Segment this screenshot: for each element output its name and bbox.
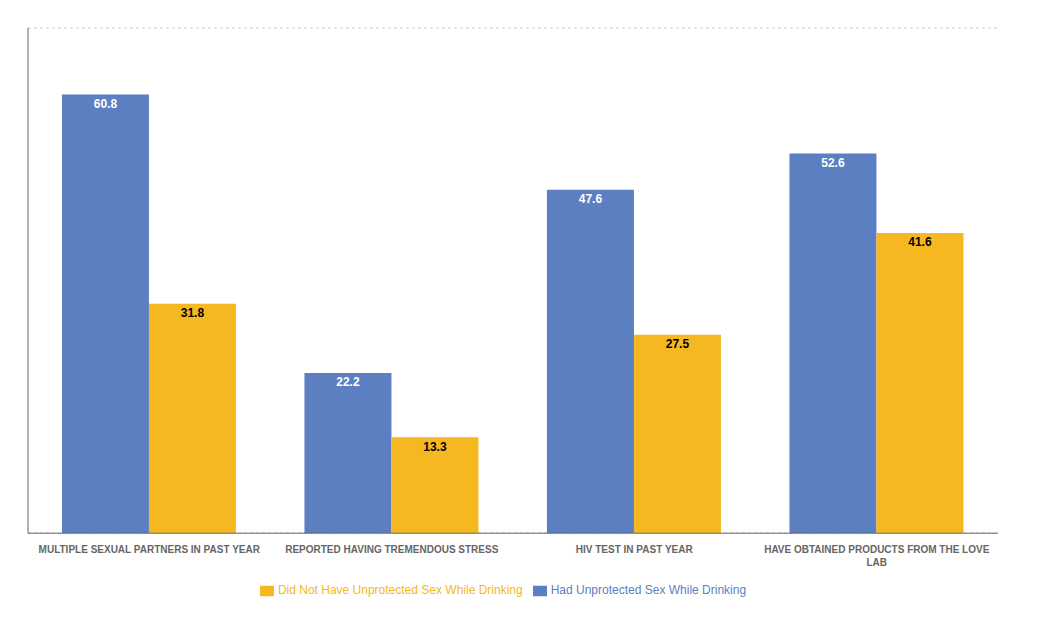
svg-text:HIV TEST IN PAST YEAR: HIV TEST IN PAST YEAR bbox=[576, 544, 694, 555]
svg-text:13.3: 13.3 bbox=[423, 440, 447, 454]
svg-text:47.6: 47.6 bbox=[579, 192, 603, 206]
svg-text:HAVE OBTAINED PRODUCTS FROM TH: HAVE OBTAINED PRODUCTS FROM THE LOVELAB bbox=[764, 544, 990, 568]
svg-text:31.8: 31.8 bbox=[181, 306, 205, 320]
html-text:Did Not Have Unprotected Sex W: Did Not Have Unprotected Sex While Drink… bbox=[277, 583, 523, 598]
svg-text:22.2: 22.2 bbox=[336, 375, 360, 389]
svg-text:52.6: 52.6 bbox=[821, 156, 845, 170]
svg-text:41.6: 41.6 bbox=[908, 235, 932, 249]
svg-text:REPORTED HAVING TREMENDOUS STR: REPORTED HAVING TREMENDOUS STRESS bbox=[285, 544, 498, 555]
html-text:Had Unprotected Sex While Drin: Had Unprotected Sex While Drinking bbox=[550, 583, 747, 598]
svg-text:MULTIPLE SEXUAL PARTNERS IN PA: MULTIPLE SEXUAL PARTNERS IN PAST YEAR bbox=[39, 544, 261, 555]
svg-text:60.8: 60.8 bbox=[94, 97, 118, 111]
svg-text:27.5: 27.5 bbox=[666, 337, 690, 351]
